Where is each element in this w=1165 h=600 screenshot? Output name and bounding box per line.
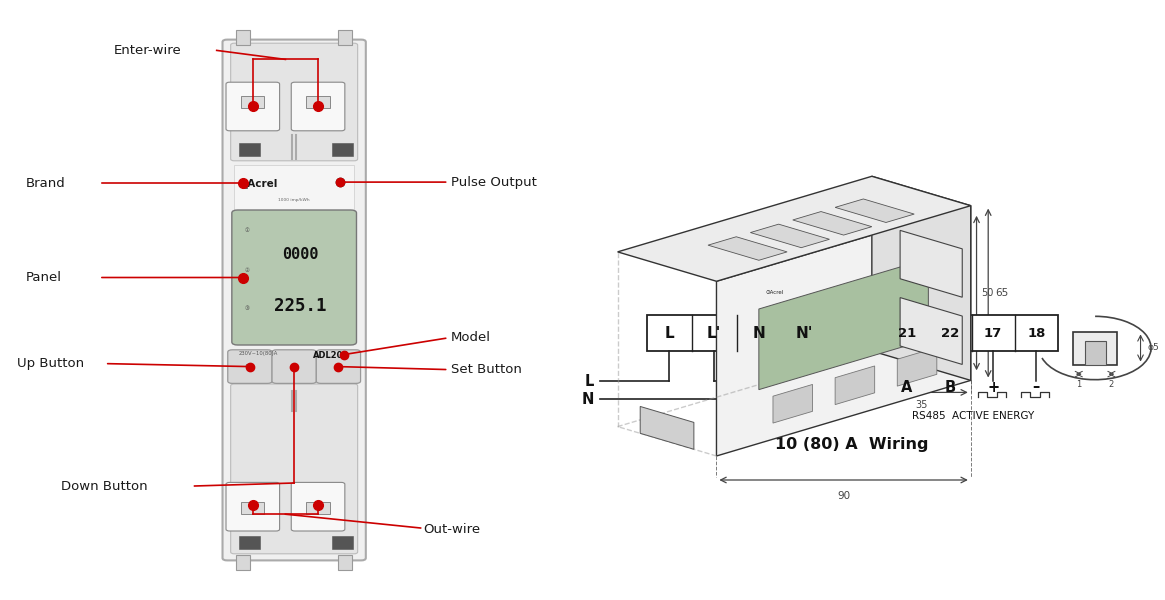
Text: 0000: 0000 xyxy=(282,247,318,262)
FancyBboxPatch shape xyxy=(1073,331,1117,365)
Polygon shape xyxy=(617,176,970,281)
Text: φ5: φ5 xyxy=(1148,343,1159,352)
Bar xyxy=(306,502,330,514)
FancyBboxPatch shape xyxy=(291,82,345,131)
FancyBboxPatch shape xyxy=(228,350,273,383)
Text: ⊙Acrel: ⊙Acrel xyxy=(765,290,784,295)
Polygon shape xyxy=(835,366,875,404)
Bar xyxy=(338,555,352,570)
Text: 22: 22 xyxy=(941,326,959,340)
Text: 35: 35 xyxy=(915,400,927,410)
Text: +: + xyxy=(987,379,1000,395)
Text: Pulse Output: Pulse Output xyxy=(451,176,537,188)
Text: 1: 1 xyxy=(1076,380,1081,389)
Text: ACTIVE ENERGY: ACTIVE ENERGY xyxy=(952,411,1035,421)
Text: ①: ① xyxy=(245,229,249,233)
Text: 18: 18 xyxy=(1028,326,1045,340)
Bar xyxy=(647,315,827,351)
Text: L': L' xyxy=(707,325,721,341)
Text: 10 (80) A  Wiring: 10 (80) A Wiring xyxy=(776,437,929,451)
FancyBboxPatch shape xyxy=(231,43,358,161)
Text: –: – xyxy=(1032,379,1040,395)
Text: Down Button: Down Button xyxy=(61,479,147,493)
Text: 2: 2 xyxy=(1109,380,1114,389)
Polygon shape xyxy=(772,385,812,423)
Bar xyxy=(306,96,330,108)
Text: ②: ② xyxy=(245,268,249,272)
Text: 65: 65 xyxy=(995,288,1009,298)
Text: Brand: Brand xyxy=(26,176,65,190)
FancyBboxPatch shape xyxy=(1085,341,1106,365)
FancyBboxPatch shape xyxy=(226,82,280,131)
FancyBboxPatch shape xyxy=(291,482,345,531)
Polygon shape xyxy=(897,347,937,386)
Bar xyxy=(236,30,250,45)
Bar xyxy=(885,315,1058,351)
Text: 50: 50 xyxy=(981,288,994,298)
Text: ⌄⌄: ⌄⌄ xyxy=(288,364,301,370)
Text: 230V~10(80)A: 230V~10(80)A xyxy=(239,351,278,356)
Text: ADL200: ADL200 xyxy=(313,351,350,360)
Text: N: N xyxy=(581,392,594,407)
Bar xyxy=(338,30,352,45)
Polygon shape xyxy=(901,230,962,297)
Text: N: N xyxy=(753,325,765,341)
FancyBboxPatch shape xyxy=(232,210,356,345)
FancyBboxPatch shape xyxy=(273,350,317,383)
Text: 17: 17 xyxy=(984,326,1002,340)
Text: Enter-wire: Enter-wire xyxy=(114,44,182,57)
Bar xyxy=(239,143,260,156)
FancyBboxPatch shape xyxy=(226,482,280,531)
FancyBboxPatch shape xyxy=(231,384,358,554)
Text: 1000 imp/kWh: 1000 imp/kWh xyxy=(278,198,310,202)
Polygon shape xyxy=(716,206,970,456)
Text: Panel: Panel xyxy=(26,271,62,284)
Bar xyxy=(234,165,354,210)
Text: ↩: ↩ xyxy=(336,364,341,370)
Text: LOAD: LOAD xyxy=(868,374,904,388)
Text: ③: ③ xyxy=(245,307,249,311)
FancyBboxPatch shape xyxy=(223,40,366,560)
Text: L: L xyxy=(585,373,594,389)
Bar xyxy=(332,536,353,549)
Polygon shape xyxy=(835,199,915,223)
Polygon shape xyxy=(641,406,694,449)
Text: 90: 90 xyxy=(836,491,850,501)
Text: Out-wire: Out-wire xyxy=(423,523,480,536)
Text: Set Button: Set Button xyxy=(451,363,522,376)
Text: B: B xyxy=(945,379,955,395)
Bar xyxy=(239,536,260,549)
Polygon shape xyxy=(901,298,962,364)
Bar xyxy=(236,555,250,570)
Polygon shape xyxy=(758,259,929,389)
Text: 21: 21 xyxy=(898,326,916,340)
Text: N': N' xyxy=(796,325,813,341)
Text: 225.1: 225.1 xyxy=(274,297,326,315)
Polygon shape xyxy=(750,224,829,248)
Text: ⌃⌃: ⌃⌃ xyxy=(243,364,256,370)
Text: RS485: RS485 xyxy=(912,411,945,421)
Bar xyxy=(241,96,264,108)
FancyBboxPatch shape xyxy=(317,350,361,383)
Text: L: L xyxy=(664,325,675,341)
Text: Model: Model xyxy=(451,331,490,344)
Polygon shape xyxy=(708,237,788,260)
Polygon shape xyxy=(871,176,970,380)
Text: Up Button: Up Button xyxy=(17,357,85,370)
Bar xyxy=(241,502,264,514)
Bar xyxy=(332,143,353,156)
Polygon shape xyxy=(792,212,871,235)
Text: A: A xyxy=(902,379,912,395)
Text: ⮣Acrel: ⮣Acrel xyxy=(241,178,277,188)
